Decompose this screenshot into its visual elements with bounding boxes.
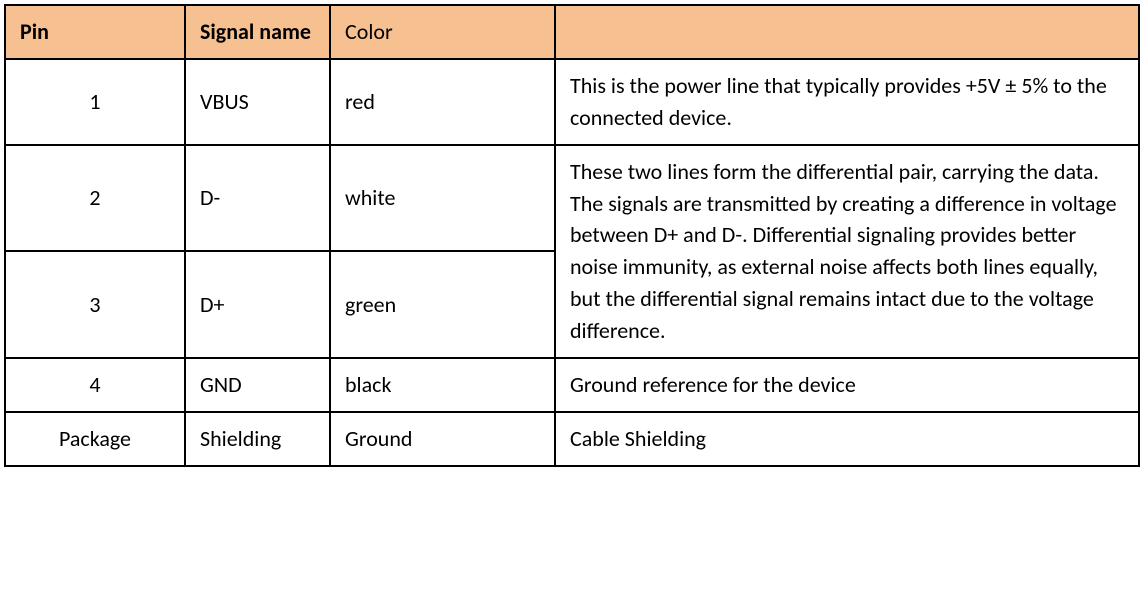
cell-desc: This is the power line that typically pr… — [555, 59, 1139, 145]
cell-pin: 2 — [5, 145, 185, 252]
cell-signal: D+ — [185, 251, 330, 358]
col-header-desc — [555, 5, 1139, 59]
table-header-row: Pin Signal name Color — [5, 5, 1139, 59]
cell-pin: 1 — [5, 59, 185, 145]
cell-signal: GND — [185, 358, 330, 412]
cell-color: Ground — [330, 412, 555, 466]
cell-pin: 3 — [5, 251, 185, 358]
cell-color: white — [330, 145, 555, 252]
cell-desc: These two lines form the differential pa… — [555, 145, 1139, 358]
cell-signal: VBUS — [185, 59, 330, 145]
cell-signal: Shielding — [185, 412, 330, 466]
pinout-table: Pin Signal name Color 1 VBUS red This is… — [4, 4, 1140, 467]
cell-pin: Package — [5, 412, 185, 466]
cell-desc: Cable Shielding — [555, 412, 1139, 466]
col-header-signal: Signal name — [185, 5, 330, 59]
col-header-color: Color — [330, 5, 555, 59]
cell-color: black — [330, 358, 555, 412]
cell-pin: 4 — [5, 358, 185, 412]
cell-desc: Ground reference for the device — [555, 358, 1139, 412]
table-row: 1 VBUS red This is the power line that t… — [5, 59, 1139, 145]
cell-color: red — [330, 59, 555, 145]
col-header-pin: Pin — [5, 5, 185, 59]
cell-signal: D- — [185, 145, 330, 252]
table-row: 4 GND black Ground reference for the dev… — [5, 358, 1139, 412]
cell-color: green — [330, 251, 555, 358]
table-row: 2 D- white These two lines form the diff… — [5, 145, 1139, 252]
table-row: Package Shielding Ground Cable Shielding — [5, 412, 1139, 466]
